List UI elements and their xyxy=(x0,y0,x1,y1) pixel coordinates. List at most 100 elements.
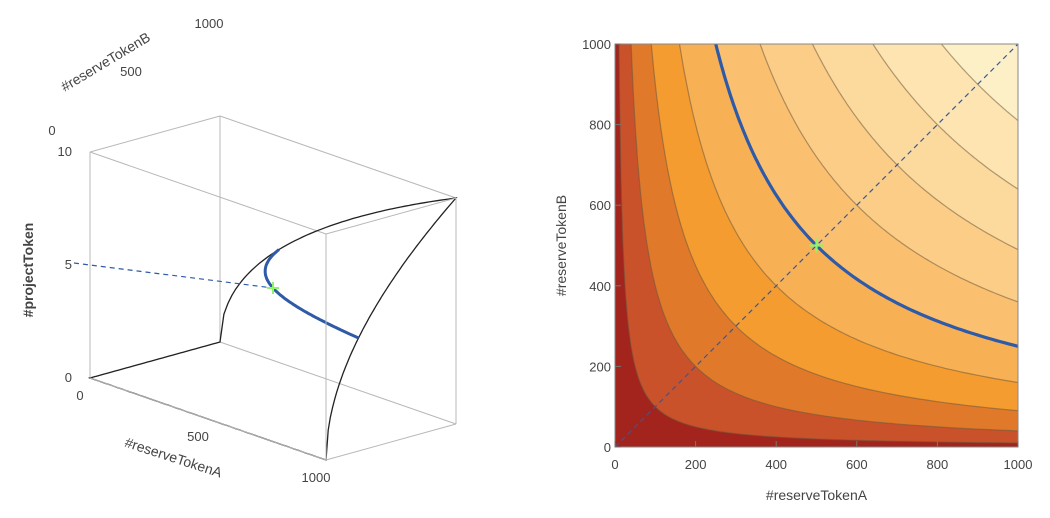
surface-patch xyxy=(167,318,177,325)
surface-patch xyxy=(340,316,350,323)
surface-patch xyxy=(284,271,294,276)
surface-patch xyxy=(172,373,182,384)
surface-patch xyxy=(287,383,297,396)
surface-patch xyxy=(230,330,240,336)
surface-patch xyxy=(271,267,281,272)
surface-patch xyxy=(257,331,267,337)
surface-patch xyxy=(208,326,218,331)
surface-patch xyxy=(162,381,172,405)
surface-patch xyxy=(249,343,259,350)
surface-patch xyxy=(381,240,391,245)
surface-patch xyxy=(176,365,186,374)
surface-patch xyxy=(214,335,224,341)
surface-patch xyxy=(205,294,215,300)
surface-patch xyxy=(276,259,286,264)
surface-patch xyxy=(282,257,292,262)
surface-patch xyxy=(361,282,371,287)
surface-patch xyxy=(169,327,179,356)
z-tick-label: 10 xyxy=(58,144,72,159)
surface-patch xyxy=(232,363,242,373)
surface-patch xyxy=(409,214,419,219)
surface-patch xyxy=(368,272,378,277)
surface-patch xyxy=(272,352,282,361)
surface-patch xyxy=(299,280,309,285)
surface-mesh-line xyxy=(109,351,345,373)
surface-patch xyxy=(301,303,311,308)
surface-patch xyxy=(184,332,194,337)
surface-patch xyxy=(268,304,278,309)
surface-mesh-line xyxy=(174,256,410,355)
surface-patch xyxy=(136,340,146,347)
surface-patch xyxy=(361,293,371,299)
surface-patch xyxy=(245,279,255,284)
surface-patch xyxy=(286,339,296,347)
surface-patch xyxy=(196,367,206,377)
surface-patch xyxy=(190,341,200,347)
surface-patch xyxy=(334,304,344,310)
surface-patch xyxy=(222,284,232,293)
surface-patch xyxy=(155,334,165,360)
surface-patch xyxy=(283,252,293,257)
surface-patch xyxy=(184,308,194,314)
surface-patch xyxy=(165,328,175,333)
surface-patch xyxy=(332,237,342,242)
surface-patch xyxy=(295,260,305,265)
surface-patch xyxy=(212,313,222,318)
surface-patch xyxy=(372,267,382,272)
surface-patch xyxy=(175,384,185,410)
surface-patch xyxy=(391,235,401,240)
surface-patch xyxy=(331,360,341,370)
surface-patch xyxy=(328,293,338,298)
surface-patch xyxy=(356,263,366,268)
surface-patch xyxy=(318,288,328,293)
surface-patch xyxy=(273,258,283,263)
surface-patch xyxy=(228,396,238,428)
surface-patch xyxy=(306,416,316,455)
surface-patch xyxy=(183,316,193,321)
surface-patch xyxy=(252,268,262,274)
surface-patch xyxy=(254,314,264,319)
surface-patch xyxy=(297,397,307,414)
surface-patch xyxy=(246,349,256,357)
surface-patch xyxy=(190,309,200,322)
surface-patch xyxy=(129,375,139,394)
surface-patch xyxy=(258,367,268,377)
surface-patch xyxy=(370,214,380,219)
surface-patch xyxy=(182,309,192,317)
surface-patch xyxy=(196,299,206,306)
surface-patch xyxy=(152,332,162,338)
surface-patch xyxy=(169,383,179,408)
surface-patch xyxy=(200,309,210,314)
surface-patch xyxy=(316,238,326,243)
surface-patch xyxy=(372,230,382,235)
surface-patch xyxy=(355,282,365,287)
surface-patch xyxy=(164,342,174,347)
surface-patch xyxy=(172,326,182,331)
surface-patch xyxy=(350,255,360,260)
surface-patch xyxy=(125,349,135,355)
surface-patch xyxy=(207,297,217,303)
surface-patch xyxy=(365,267,375,272)
surface-patch xyxy=(369,227,379,232)
surface-patch xyxy=(296,333,306,340)
surface-patch xyxy=(243,342,253,349)
surface-patch xyxy=(370,253,380,258)
surface-patch xyxy=(271,309,281,314)
surface-patch xyxy=(186,308,196,317)
surface-patch xyxy=(277,272,287,277)
surface-patch xyxy=(309,334,319,342)
surface-patch xyxy=(283,278,293,283)
surface-patch xyxy=(198,314,208,348)
surface-patch xyxy=(137,343,147,365)
surface-patch xyxy=(319,342,329,350)
surface-patch xyxy=(236,299,246,304)
surface-patch xyxy=(194,336,204,341)
surface-patch xyxy=(348,237,358,242)
surface-patch xyxy=(182,328,192,333)
surface-patch xyxy=(239,302,249,307)
surface-patch xyxy=(418,216,428,221)
surface-patch xyxy=(287,274,297,279)
surface-patch xyxy=(356,311,366,318)
surface-patch xyxy=(334,293,344,298)
surface-patch xyxy=(220,335,230,341)
